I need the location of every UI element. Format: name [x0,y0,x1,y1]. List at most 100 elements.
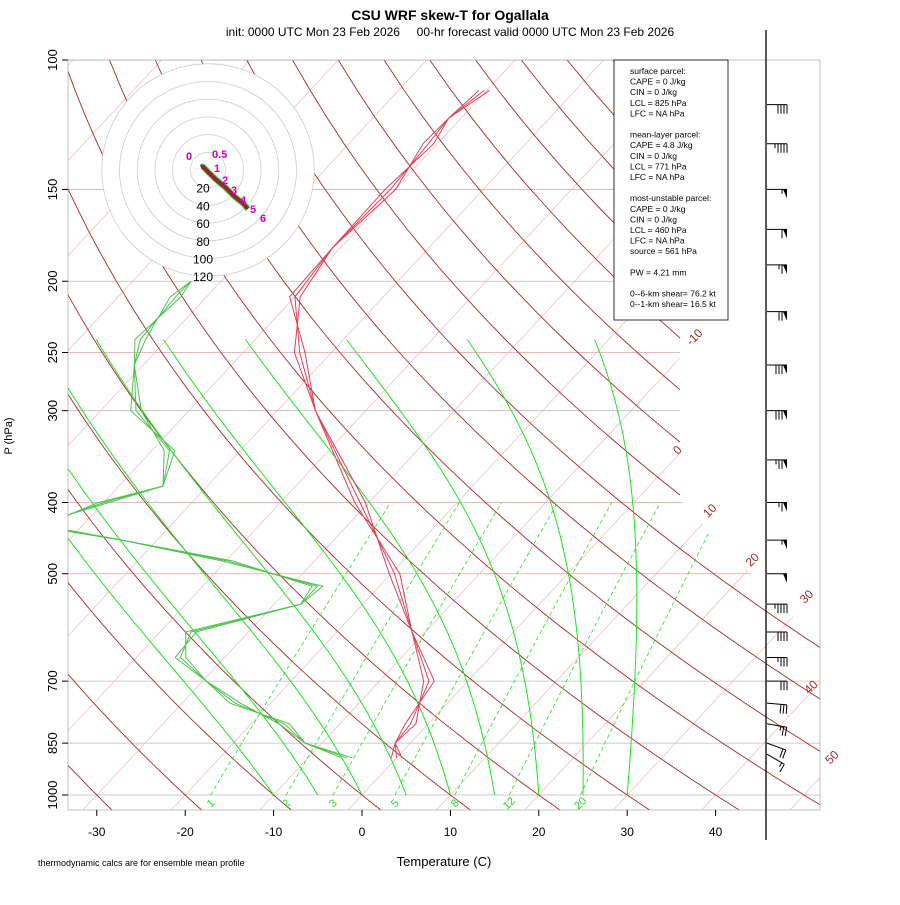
x-tick-label: 40 [709,825,723,839]
dry-adiabat [293,60,900,811]
dry-adiabat [796,60,900,811]
barb-pennant [783,365,787,374]
parcel-info-line: LFC = NA hPa [630,108,685,118]
parcel-info-line: CIN = 0 J/kg [630,87,677,97]
wind-barb [767,724,787,736]
barb-flag [780,749,783,757]
chart-subtitle: init: 0000 UTC Mon 23 Feb 2026 00-hr for… [226,25,675,39]
parcel-info-line: most-unstable parcel: [630,193,711,203]
parcel-info-line: CIN = 0 J/kg [630,214,677,224]
parcel-info-line: surface parcel: [630,66,686,76]
wind-barb [767,460,787,469]
barb-flag [786,705,787,714]
parcel-info-line: LFC = NA hPa [630,236,685,246]
wind-barbs [767,105,787,772]
x-tick-label: 0 [359,825,366,839]
isotherm [878,60,900,811]
mixing-ratio-line [211,503,391,796]
wind-barb [767,411,787,420]
parcel-info-line: CIN = 0 J/kg [630,151,677,161]
wind-barb [767,144,787,153]
barb-flag [780,704,781,713]
hodograph-height-label: 0 [186,151,192,163]
mixing-ratio-label: 1 [205,797,218,810]
isotherm-label: 30 [797,587,817,607]
barb-pennant [783,265,787,274]
hodograph-height-label: 5 [250,204,256,216]
y-tick-label: 850 [45,732,60,754]
barb-flag [785,727,787,736]
wind-barb [767,657,787,666]
y-tick-label: 400 [45,492,60,514]
mixing-ratio-line [581,503,725,796]
parcel-info-line: CAPE = 0 J/kg [630,77,686,87]
barb-pennant [783,540,787,549]
barb-pennant [783,229,787,238]
hodograph-height-label: 1 [214,163,220,175]
hodograph-height-label: 2 [222,175,228,187]
barb-half-flag [780,726,781,730]
wind-barb [767,365,787,374]
parcel-info-line: LCL = 771 hPa [630,161,687,171]
barb-half-flag [779,763,781,767]
parcel-info-line: 0--6-km shear= 76.2 kt [630,289,716,299]
y-tick-label: 200 [45,270,60,292]
barb-pennant [783,312,787,321]
y-tick-label: 700 [45,670,60,692]
isotherm-label: 50 [822,747,842,767]
y-tick-label: 300 [45,400,60,422]
wind-barb [767,189,787,198]
footnote: thermodynamic calcs are for ensemble mea… [38,858,245,868]
parcel-info-line: CAPE = 0 J/kg [630,204,686,214]
chart-title: CSU WRF skew-T for Ogallala [351,7,549,23]
hodograph-ring-label: 80 [196,235,210,249]
wind-barb [767,503,787,512]
barb-pennant [783,189,787,198]
wind-barb [767,229,787,238]
y-tick-label: 1000 [45,781,60,810]
moist-adiabat [595,340,637,796]
wind-barb [767,312,787,321]
hodograph-ring-label: 40 [196,199,210,213]
y-tick-label: 500 [45,563,60,585]
wind-barb [767,681,787,690]
wind-barb [767,540,787,549]
wind-barb [767,105,787,114]
x-axis-label: Temperature (C) [397,854,492,869]
moist-adiabat [467,340,583,796]
isotherm [701,60,900,811]
y-axis-label: P (hPa) [3,417,15,454]
mixing-ratio-line [455,503,612,796]
isotherm [259,60,900,811]
barb-pennant [783,503,787,512]
y-tick-label: 100 [45,49,60,71]
mixing-ratio-label: 5 [389,797,402,810]
barb-flag [783,750,786,758]
parcel-info-line: CAPE = 4.8 J/kg [630,140,693,150]
mixing-ratio-line [509,503,660,796]
wind-barb [767,604,787,613]
x-tick-label: 30 [621,825,635,839]
mixing-ratio-label: 3 [327,797,340,810]
y-tick-label: 250 [45,342,60,364]
x-tick-label: -10 [265,825,283,839]
wind-barb [767,703,787,714]
x-tick-label: -20 [177,825,195,839]
parcel-info-line: LFC = NA hPa [630,172,685,182]
hodograph-height-label: 0.5 [212,149,227,161]
mixing-ratio-label: 2 [280,797,293,810]
barb-pennant [783,411,787,420]
barb-flag [783,705,784,714]
wind-barb [767,632,787,641]
dry-adiabat [750,60,900,811]
wind-barb [767,574,787,583]
parcel-info-line: source = 561 hPa [630,246,697,256]
isotherm-label: 10 [700,501,720,521]
isotherm-label: -10 [683,326,705,348]
isotherm-label: 40 [801,677,821,697]
dry-adiabat [247,60,900,811]
dry-adiabat [704,60,900,811]
